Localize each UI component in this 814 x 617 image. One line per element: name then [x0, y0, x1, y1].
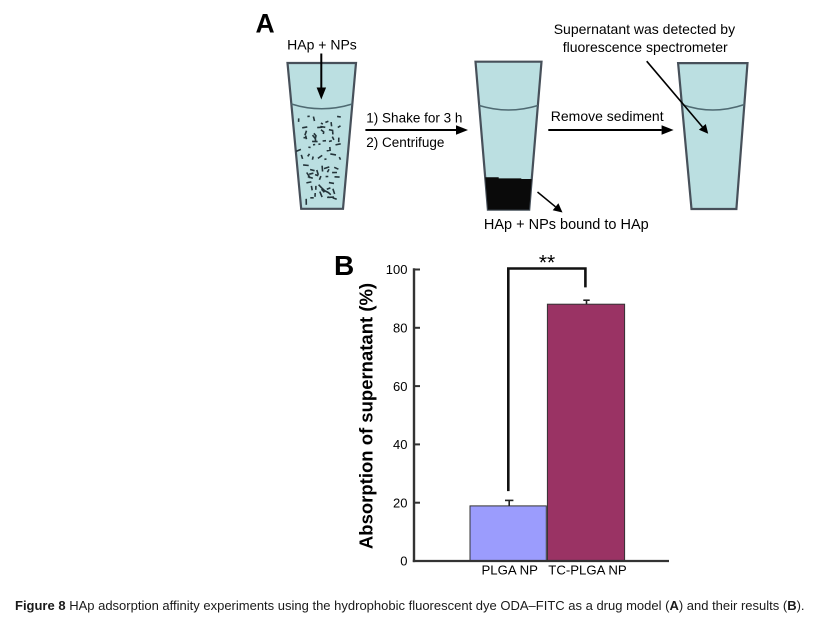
svg-text:100: 100: [386, 262, 408, 277]
svg-text:Supernatant was detected by: Supernatant was detected by: [554, 21, 735, 37]
svg-text:B: B: [334, 250, 354, 281]
svg-text:2) Centrifuge: 2) Centrifuge: [366, 135, 444, 150]
svg-text:Remove sediment: Remove sediment: [551, 108, 664, 124]
svg-text:A: A: [256, 8, 275, 38]
svg-text:80: 80: [393, 321, 407, 336]
svg-text:1) Shake for 3 h: 1) Shake for 3 h: [366, 111, 462, 126]
svg-text:40: 40: [393, 437, 407, 452]
svg-text:TC-PLGA NP: TC-PLGA NP: [548, 563, 627, 578]
svg-text:fluorescence spectrometer: fluorescence spectrometer: [563, 39, 728, 55]
svg-text:20: 20: [393, 495, 407, 510]
svg-text:Absorption of supernatant (%): Absorption of supernatant (%): [356, 283, 377, 549]
svg-text:PLGA NP: PLGA NP: [481, 563, 538, 578]
svg-text:60: 60: [393, 379, 407, 394]
svg-text:HAp + NPs: HAp + NPs: [287, 37, 357, 53]
svg-text:HAp + NPs bound to HAp: HAp + NPs bound to HAp: [484, 217, 649, 233]
svg-text:0: 0: [400, 554, 407, 569]
svg-text:**: **: [539, 252, 555, 275]
